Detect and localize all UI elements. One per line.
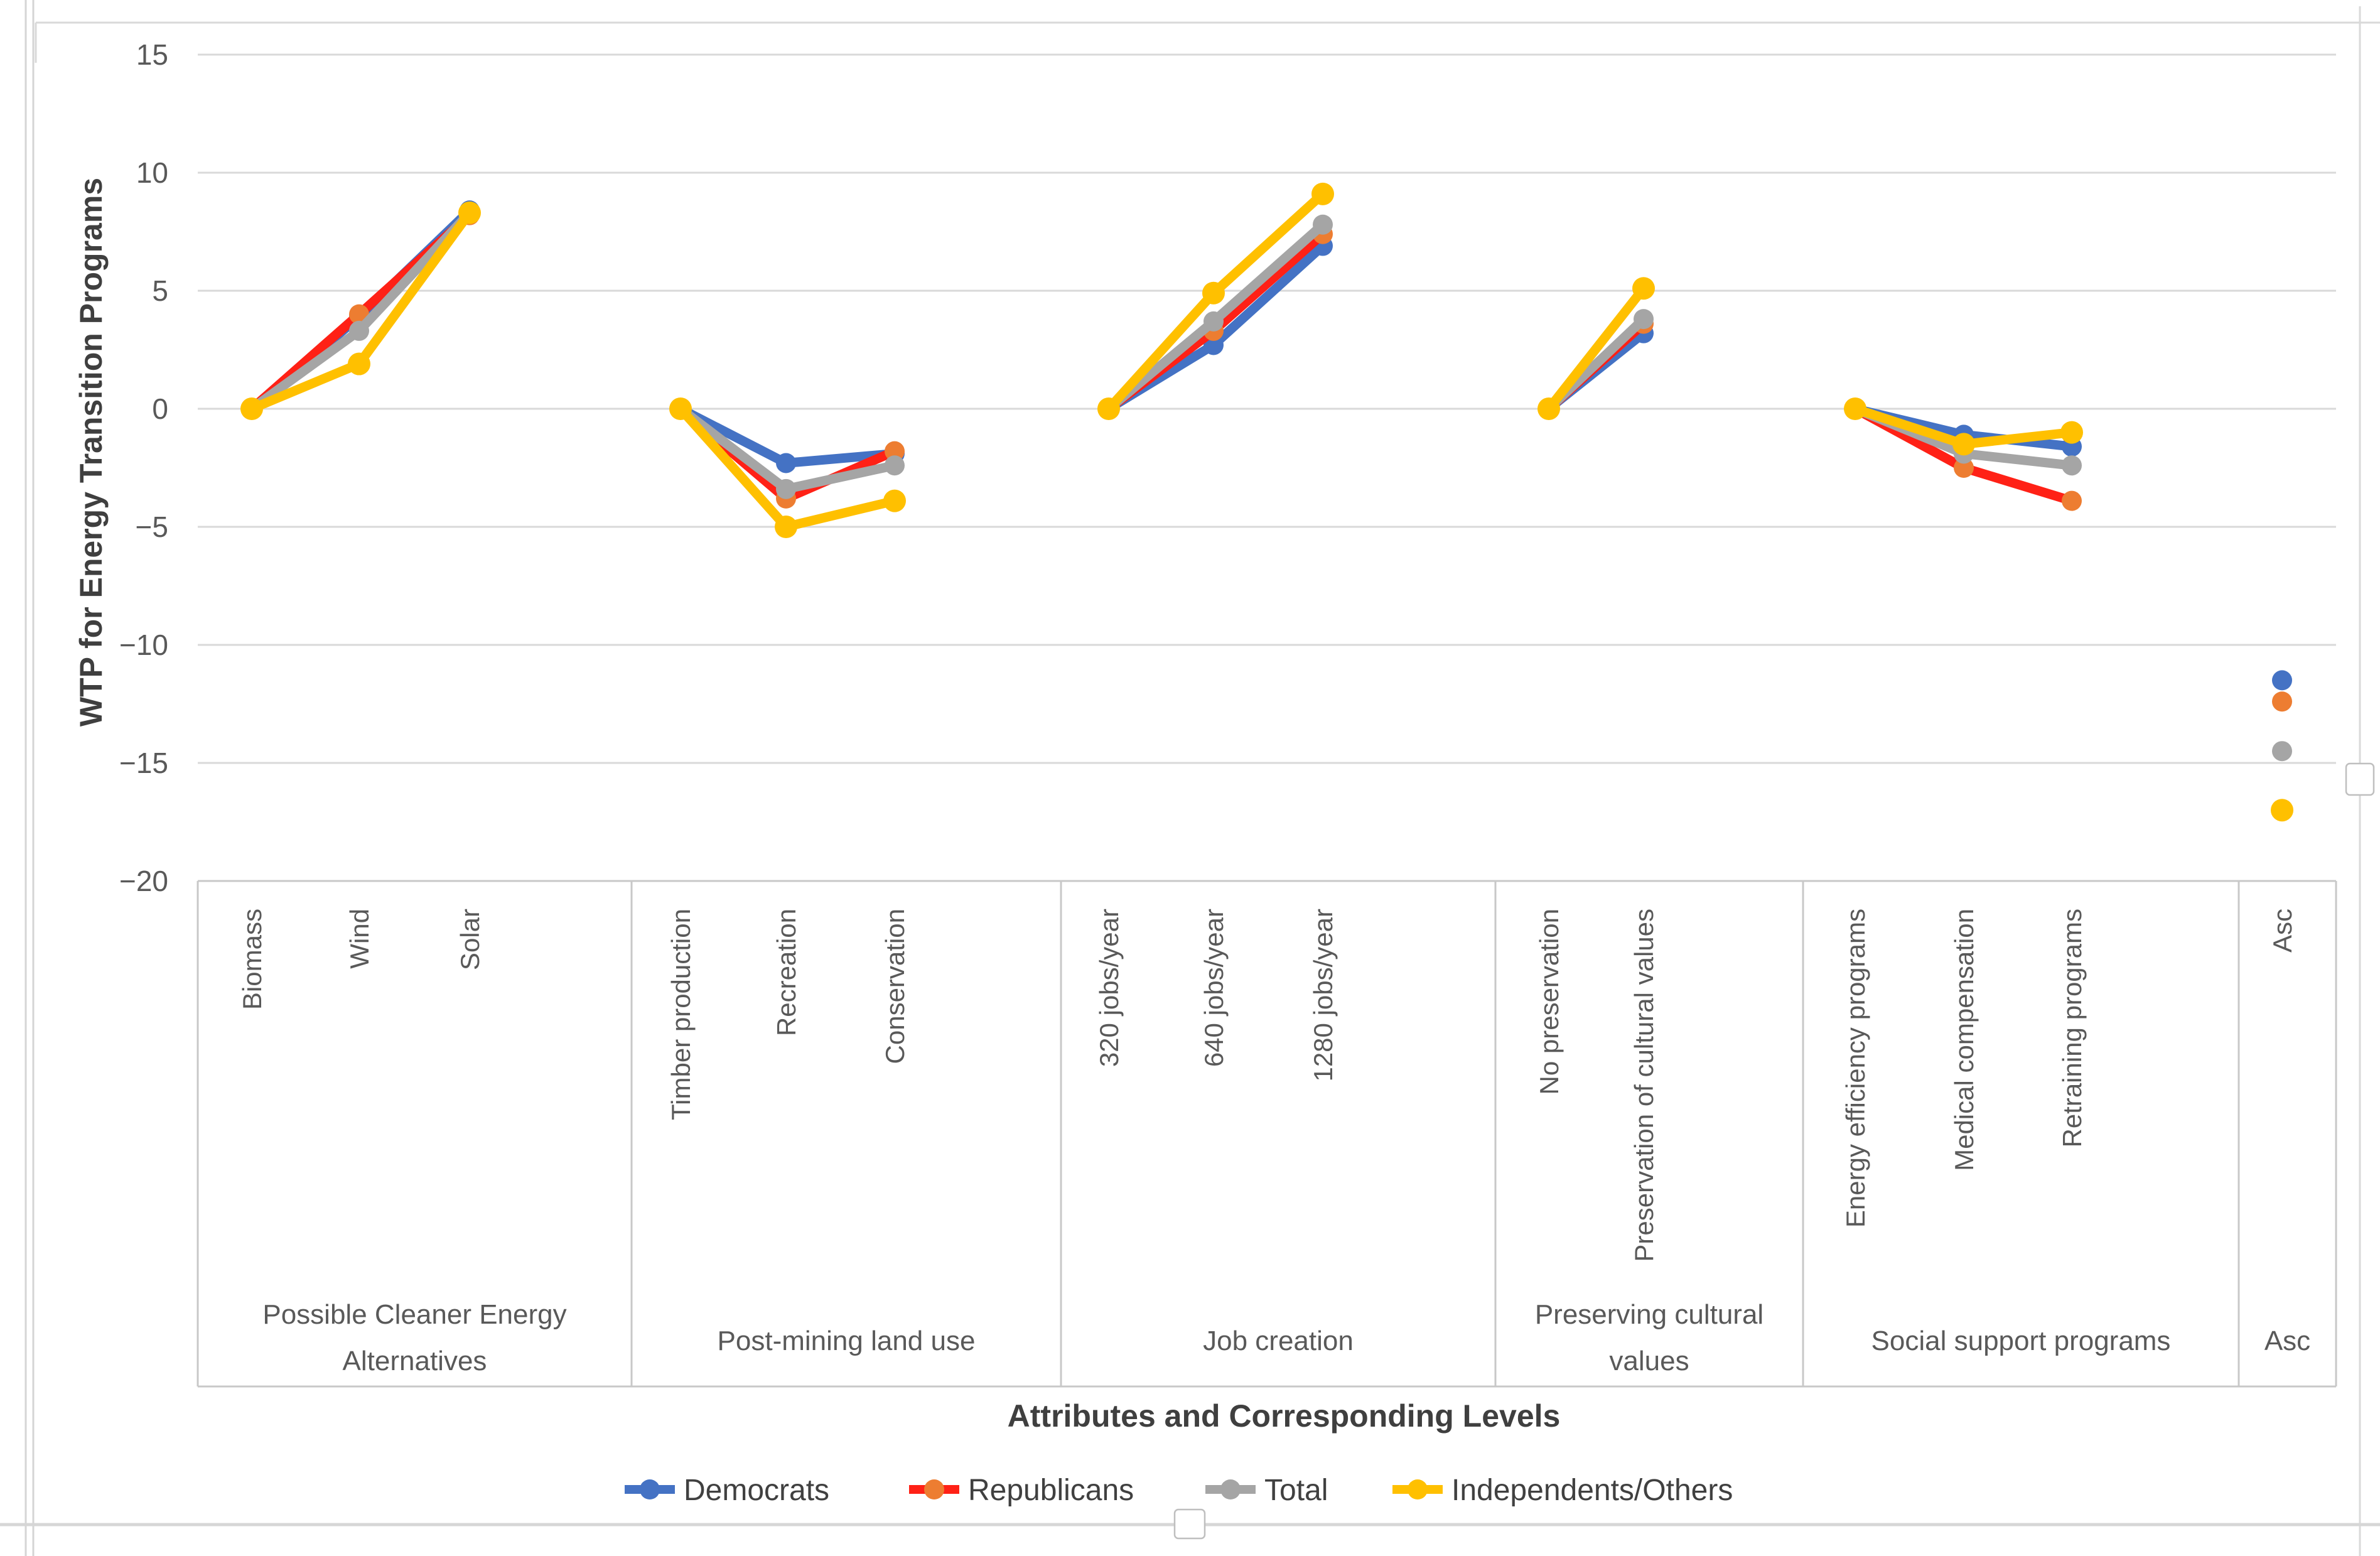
data-point-marker[interactable] xyxy=(240,397,263,420)
category-table xyxy=(197,880,2337,1388)
level-label-asc: Asc xyxy=(2268,909,2297,953)
data-point-marker[interactable] xyxy=(2272,741,2292,762)
data-point-marker[interactable] xyxy=(1954,458,1974,478)
legend: Democrats Republicans Total Independents/Ot… xyxy=(625,1474,1733,1507)
legend-label: Republicans xyxy=(968,1474,1134,1507)
y-tick-label: −15 xyxy=(119,747,168,779)
resize-handle-right[interactable] xyxy=(2345,762,2375,796)
data-point-marker[interactable] xyxy=(776,478,796,499)
y-tick-label: −10 xyxy=(119,629,168,661)
data-point-marker[interactable] xyxy=(349,320,369,341)
level-label-320-jobs-year: 320 jobs/year xyxy=(1094,909,1124,1067)
group-label-line: Post-mining land use xyxy=(718,1326,976,1356)
series-line[interactable] xyxy=(1544,283,1649,414)
legend-marker-dot xyxy=(924,1479,944,1499)
legend-marker-dot xyxy=(640,1479,660,1499)
legend-item-democrats[interactable]: Democrats xyxy=(625,1474,829,1507)
data-point-marker[interactable] xyxy=(1313,214,1333,235)
group-label-line: values xyxy=(1609,1346,1689,1376)
level-label-conservation: Conservation xyxy=(880,909,910,1064)
data-point-marker[interactable] xyxy=(669,397,692,420)
data-point-marker[interactable] xyxy=(2272,670,2292,691)
data-point-marker[interactable] xyxy=(883,489,906,512)
level-label-1280-jobs-year: 1280 jobs/year xyxy=(1308,909,1338,1082)
level-label-recreation: Recreation xyxy=(772,909,801,1036)
series-independents-others xyxy=(240,182,2293,822)
data-point-marker[interactable] xyxy=(1203,311,1224,332)
level-label-solar: Solar xyxy=(455,909,485,970)
legend-item-independents-others[interactable]: Independents/Others xyxy=(1392,1474,1733,1507)
y-tick-label: −5 xyxy=(136,511,168,543)
y-tick-label: 5 xyxy=(152,274,168,307)
data-point-marker[interactable] xyxy=(885,455,905,476)
group-label-line: Possible Cleaner Energy xyxy=(262,1299,566,1330)
data-point-marker[interactable] xyxy=(348,352,370,375)
legend-item-total[interactable]: Total xyxy=(1205,1474,1328,1507)
data-point-marker[interactable] xyxy=(2272,691,2292,712)
data-point-marker[interactable] xyxy=(2062,455,2082,476)
y-tick-label: 15 xyxy=(136,38,168,71)
y-tick-label: −20 xyxy=(119,865,168,897)
group-label-line: Preserving cultural xyxy=(1535,1299,1763,1330)
y-tick-label: 10 xyxy=(136,156,168,189)
level-label-medical-compensation: Medical compensation xyxy=(1949,909,1979,1171)
group-label-line: Asc xyxy=(2264,1326,2310,1356)
legend-label: Total xyxy=(1264,1474,1328,1507)
level-label-preservation-of-cultural-values: Preservation of cultural values xyxy=(1629,909,1659,1262)
level-label-retraining-programs: Retraining programs xyxy=(2057,909,2087,1148)
data-point-marker[interactable] xyxy=(2271,799,2293,822)
level-label-timber-production: Timber production xyxy=(666,909,696,1120)
data-point-marker[interactable] xyxy=(1952,433,1975,456)
group-label-line: Job creation xyxy=(1203,1326,1354,1356)
data-point-marker[interactable] xyxy=(1634,309,1654,330)
level-label-no-preservation: No preservation xyxy=(1534,909,1564,1094)
data-point-marker[interactable] xyxy=(458,201,481,224)
data-point-marker[interactable] xyxy=(1844,397,1866,420)
x-axis-title: Attributes and Corresponding Levels xyxy=(1008,1398,1561,1434)
data-point-marker[interactable] xyxy=(885,441,905,462)
group-label-line: Alternatives xyxy=(343,1346,487,1376)
level-label-wind: Wind xyxy=(345,909,374,969)
legend-label: Democrats xyxy=(684,1474,829,1507)
y-axis-title: WTP for Energy Transition Programs xyxy=(73,178,109,727)
data-point-marker[interactable] xyxy=(1632,277,1655,300)
legend-label: Independents/Others xyxy=(1451,1474,1733,1507)
level-label-energy-efficiency-programs: Energy efficiency programs xyxy=(1841,909,1870,1228)
legend-marker-dot xyxy=(1220,1479,1241,1499)
legend-marker-dot xyxy=(1408,1479,1428,1499)
y-tick-label: 0 xyxy=(152,392,168,425)
data-point-marker[interactable] xyxy=(1537,397,1560,420)
data-point-marker[interactable] xyxy=(776,453,796,473)
legend-item-republicans[interactable]: Republicans xyxy=(909,1474,1134,1507)
group-label-line: Social support programs xyxy=(1871,1326,2171,1356)
data-point-marker[interactable] xyxy=(1202,281,1225,305)
data-point-marker[interactable] xyxy=(1097,397,1120,420)
data-point-marker[interactable] xyxy=(1311,182,1334,205)
resize-handle-bottom[interactable] xyxy=(1173,1508,1206,1540)
data-point-marker[interactable] xyxy=(2062,490,2082,511)
data-point-marker[interactable] xyxy=(775,516,797,538)
level-label-640-jobs-year: 640 jobs/year xyxy=(1199,909,1229,1067)
level-label-biomass: Biomass xyxy=(237,909,267,1010)
data-point-marker[interactable] xyxy=(2060,421,2083,444)
